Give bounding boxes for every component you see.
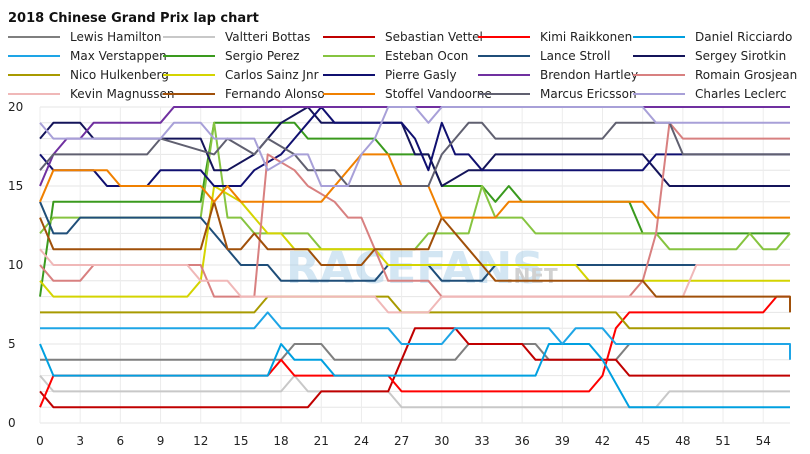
legend-item: Carlos Sainz Jnr — [163, 68, 319, 82]
legend-label: Kevin Magnussen — [70, 87, 175, 101]
x-tick-label: 0 — [36, 434, 44, 448]
x-tick-label: 6 — [117, 434, 125, 448]
legend-label: Fernando Alonso — [225, 87, 325, 101]
x-tick-label: 12 — [193, 434, 208, 448]
x-tick-label: 3 — [76, 434, 84, 448]
legend-item: Stoffel Vandoorne — [323, 87, 492, 101]
legend-item: Fernando Alonso — [163, 87, 325, 101]
legend-item: Sergey Sirotkin — [633, 49, 786, 63]
chart-title: 2018 Chinese Grand Prix lap chart — [8, 11, 259, 26]
series-line — [39, 106, 790, 187]
legend-label: Carlos Sainz Jnr — [225, 68, 319, 82]
legend-item: Kimi Raikkonen — [478, 30, 632, 44]
legend-item: Marcus Ericsson — [478, 87, 637, 101]
legend-label: Esteban Ocon — [385, 49, 468, 63]
legend-label: Lance Stroll — [540, 49, 610, 63]
watermark: RACEFANS .NET — [286, 243, 558, 294]
x-tick-label: 21 — [314, 434, 329, 448]
x-tick-label: 45 — [635, 434, 650, 448]
x-tick-label: 9 — [157, 434, 165, 448]
legend-label: Marcus Ericsson — [540, 87, 637, 101]
legend-item: Esteban Ocon — [323, 49, 468, 63]
x-tick-label: 30 — [434, 434, 449, 448]
x-tick-label: 42 — [595, 434, 610, 448]
legend-label: Sergey Sirotkin — [695, 49, 786, 63]
x-axis: 0 3 6 9 12 15 18 21 24 27 30 33 36 39 42 45 48 51 54 — [36, 434, 771, 448]
legend-item: Max Verstappen — [8, 49, 167, 63]
series-line — [39, 106, 790, 187]
legend-label: Brendon Hartley — [540, 68, 638, 82]
legend-label: Daniel Ricciardo — [695, 30, 792, 44]
legend-item: Pierre Gasly — [323, 68, 457, 82]
legend-label: Valtteri Bottas — [225, 30, 310, 44]
legend-item: Valtteri Bottas — [163, 30, 310, 44]
x-tick-label: 54 — [756, 434, 771, 448]
series-line — [39, 327, 790, 409]
chart-series — [39, 106, 791, 409]
y-axis: 0 5 10 15 20 — [8, 100, 23, 430]
series-line — [39, 121, 791, 251]
legend-label: Romain Grosjean — [695, 68, 797, 82]
x-tick-label: 33 — [474, 434, 489, 448]
legend-item: Daniel Ricciardo — [633, 30, 792, 44]
legend-item: Lewis Hamilton — [8, 30, 161, 44]
legend-label: Sebastian Vettel — [385, 30, 483, 44]
legend-item: Sebastian Vettel — [323, 30, 483, 44]
x-tick-label: 39 — [555, 434, 570, 448]
legend-label: Pierre Gasly — [385, 68, 457, 82]
x-tick-label: 51 — [715, 434, 730, 448]
series-line — [39, 153, 790, 219]
y-tick-label: 10 — [8, 258, 23, 272]
watermark-left: RACEFANS — [286, 243, 544, 294]
series-line — [40, 311, 791, 360]
x-tick-label: 24 — [354, 434, 369, 448]
legend-item: Brendon Hartley — [478, 68, 638, 82]
series-line — [39, 200, 791, 313]
legend-item: Sergio Perez — [163, 49, 299, 63]
y-tick-label: 0 — [8, 416, 16, 430]
legend-item: Charles Leclerc — [633, 87, 787, 101]
legend-label: Lewis Hamilton — [70, 30, 161, 44]
series-line — [39, 343, 790, 409]
series-line — [39, 201, 790, 282]
x-tick-label: 15 — [233, 434, 248, 448]
legend-item: Romain Grosjean — [633, 68, 797, 82]
x-tick-label: 36 — [515, 434, 530, 448]
legend-label: Sergio Perez — [225, 49, 299, 63]
watermark-right: .NET — [506, 264, 558, 288]
legend-label: Charles Leclerc — [695, 87, 787, 101]
series-line — [39, 121, 790, 187]
x-tick-label: 27 — [394, 434, 409, 448]
y-tick-label: 5 — [8, 337, 16, 351]
y-tick-label: 15 — [8, 179, 23, 193]
legend-label: Kimi Raikkonen — [540, 30, 632, 44]
x-tick-label: 48 — [675, 434, 690, 448]
x-tick-label: 18 — [273, 434, 288, 448]
legend-label: Stoffel Vandoorne — [385, 87, 492, 101]
series-line — [39, 106, 790, 187]
legend-label: Max Verstappen — [70, 49, 167, 63]
legend-item: Kevin Magnussen — [8, 87, 175, 101]
legend-item: Lance Stroll — [478, 49, 610, 63]
chart-legend: Lewis Hamilton Valtteri Bottas Sebastian V… — [8, 30, 797, 101]
y-tick-label: 20 — [8, 100, 23, 114]
legend-label: Nico Hulkenberg — [70, 68, 169, 82]
series-line — [40, 343, 790, 361]
legend-item: Nico Hulkenberg — [8, 68, 169, 82]
